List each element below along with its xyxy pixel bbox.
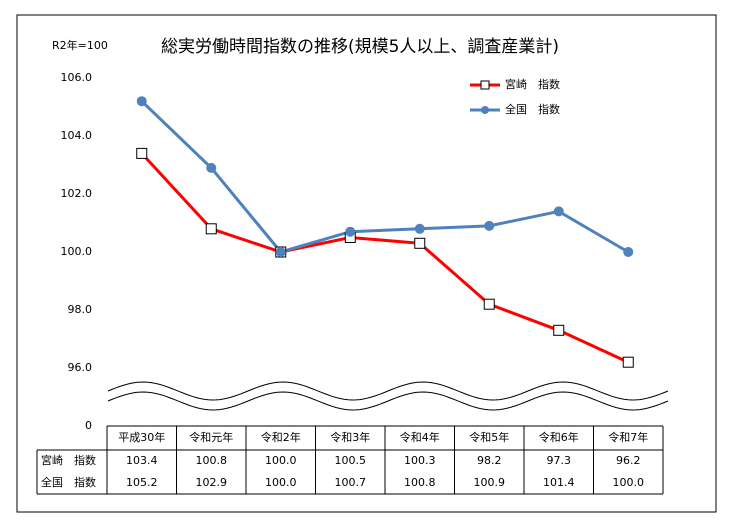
table-cell: 100.9 [474, 476, 506, 489]
table-cell: 101.4 [543, 476, 575, 489]
table-cell: 103.4 [126, 454, 158, 467]
x-tick-label: 令和3年 [330, 430, 370, 444]
series-line [140, 152, 629, 364]
table-cell: 96.2 [616, 454, 641, 467]
table-cell: 100.7 [335, 476, 367, 489]
y-tick-label: 96.0 [68, 361, 93, 374]
marker [345, 226, 356, 237]
table-cell: 97.3 [547, 454, 572, 467]
chart-title: 総実労働時間指数の推移(規模5人以上、調査産業計) [161, 37, 559, 57]
table-cell: 98.2 [477, 454, 502, 467]
marker [275, 247, 286, 257]
table-row-label: 全国 指数 [41, 475, 96, 489]
legend-marker [480, 80, 490, 90]
legend-label: 宮崎 指数 [505, 77, 560, 91]
axis-break-line [107, 381, 669, 401]
x-tick-label: 令和5年 [469, 430, 509, 444]
marker [414, 237, 426, 249]
y-tick-label: 104.0 [61, 129, 93, 142]
x-tick-label: 令和4年 [400, 430, 440, 444]
series-line [140, 100, 630, 254]
y-tick-label: 98.0 [68, 303, 93, 316]
x-tick-label: 令和6年 [539, 430, 579, 444]
table-cell: 100.8 [196, 454, 228, 467]
table-cell: 102.9 [196, 476, 228, 489]
x-tick-label: 平成30年 [118, 430, 165, 444]
legend-label: 全国 指数 [505, 102, 560, 116]
marker [414, 223, 425, 234]
y-tick-label: 106.0 [61, 71, 93, 84]
table-cell: 100.0 [613, 476, 645, 489]
table-row-label: 宮崎 指数 [41, 453, 96, 467]
x-tick-label: 令和7年 [608, 430, 648, 444]
table-cell: 100.0 [265, 454, 297, 467]
axis-break-line [107, 391, 669, 411]
y-tick-label: 0 [85, 419, 92, 432]
marker [205, 223, 217, 235]
marker [623, 247, 634, 257]
marker [553, 206, 564, 217]
table-cell: 100.3 [404, 454, 436, 467]
y-tick-label: 102.0 [61, 187, 93, 200]
frame [16, 14, 717, 513]
axis-break-fill [108, 382, 668, 409]
legend-marker [481, 106, 489, 114]
x-tick-label: 令和2年 [261, 430, 301, 444]
chart-subtitle: R2年=100 [52, 38, 108, 52]
x-tick-label: 令和元年 [189, 430, 233, 444]
table-cell: 105.2 [126, 476, 158, 489]
table-cell: 100.0 [265, 476, 297, 489]
table-cell: 100.5 [335, 454, 367, 467]
table-cell: 100.8 [404, 476, 436, 489]
marker [136, 147, 148, 159]
marker [206, 162, 217, 173]
marker [136, 96, 147, 107]
marker [622, 356, 634, 368]
marker [553, 324, 565, 336]
y-tick-label: 100.0 [61, 245, 93, 258]
marker [483, 298, 495, 310]
marker [484, 220, 495, 231]
